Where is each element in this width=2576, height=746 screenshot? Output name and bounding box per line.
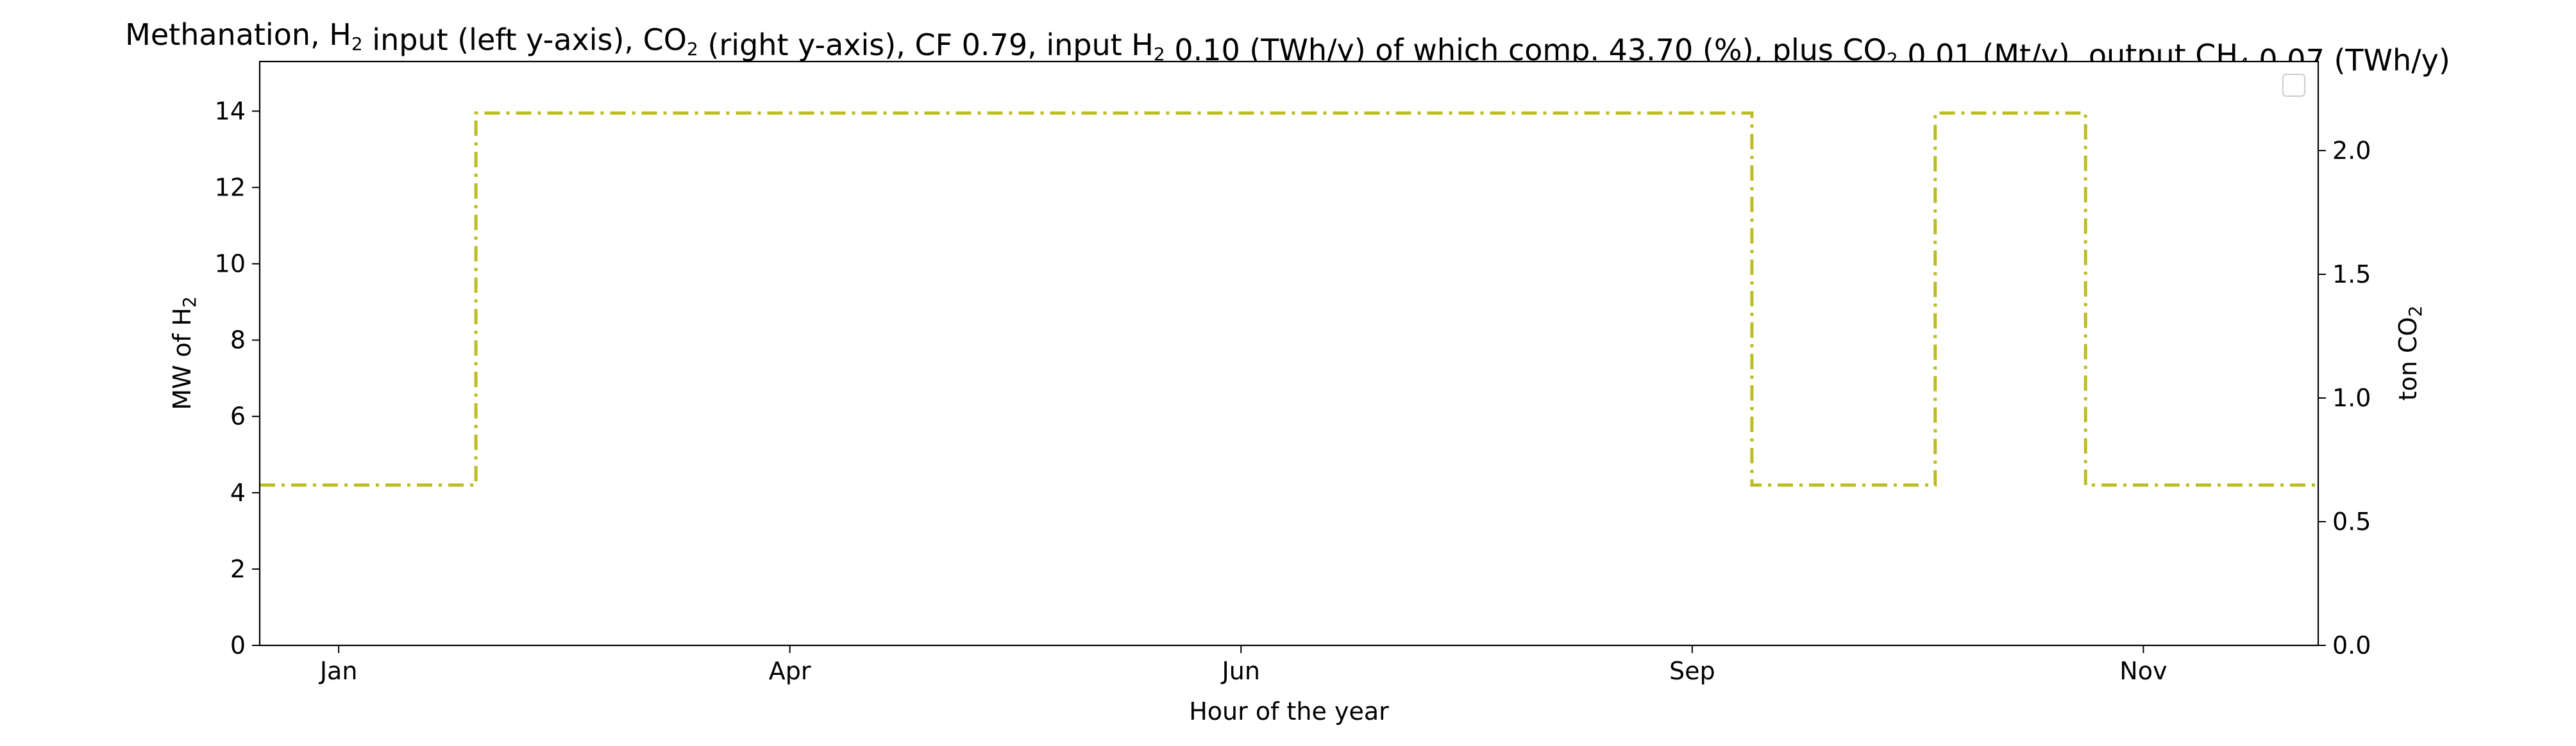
series-layer	[260, 111, 2318, 487]
x-axis-ticks: Jan Apr Jun Sep Nov	[319, 645, 2167, 685]
left-y-axis-ticks: 0 2 4 6 8 10 12 14	[215, 97, 260, 659]
x-axis-label: Hour of the year	[1189, 697, 1389, 725]
right-y-axis-ticks: 0.0 0.5 1.0 1.5 2.0	[2318, 137, 2371, 659]
plot-area	[260, 62, 2318, 645]
right-y-tick-label: 1.0	[2332, 384, 2371, 412]
left-y-tick-label: 14	[215, 97, 246, 125]
left-y-tick-label: 4	[230, 479, 246, 507]
left-y-tick-label: 6	[230, 402, 246, 431]
right-y-axis-label: ton CO2	[2394, 306, 2426, 401]
right-y-tick-label: 1.5	[2332, 260, 2371, 288]
series-line	[260, 111, 2318, 487]
x-tick-label: Jun	[1221, 657, 1260, 685]
left-y-tick-label: 10	[215, 250, 246, 278]
right-y-tick-label: 2.0	[2332, 137, 2371, 165]
x-tick-label: Apr	[769, 657, 811, 685]
legend-box	[2282, 74, 2305, 97]
x-tick-label: Jan	[319, 657, 358, 685]
right-y-tick-label: 0.0	[2332, 631, 2371, 659]
left-y-axis-label: MW of H2	[168, 296, 200, 410]
left-y-tick-label: 12	[215, 173, 246, 201]
x-tick-label: Sep	[1669, 657, 1715, 685]
x-tick-label: Nov	[2119, 657, 2167, 685]
left-y-tick-label: 8	[230, 326, 246, 354]
plot-frame	[258, 60, 2319, 647]
right-y-tick-label: 0.5	[2332, 508, 2371, 536]
left-y-tick-label: 0	[230, 631, 246, 659]
left-y-tick-label: 2	[230, 555, 246, 583]
